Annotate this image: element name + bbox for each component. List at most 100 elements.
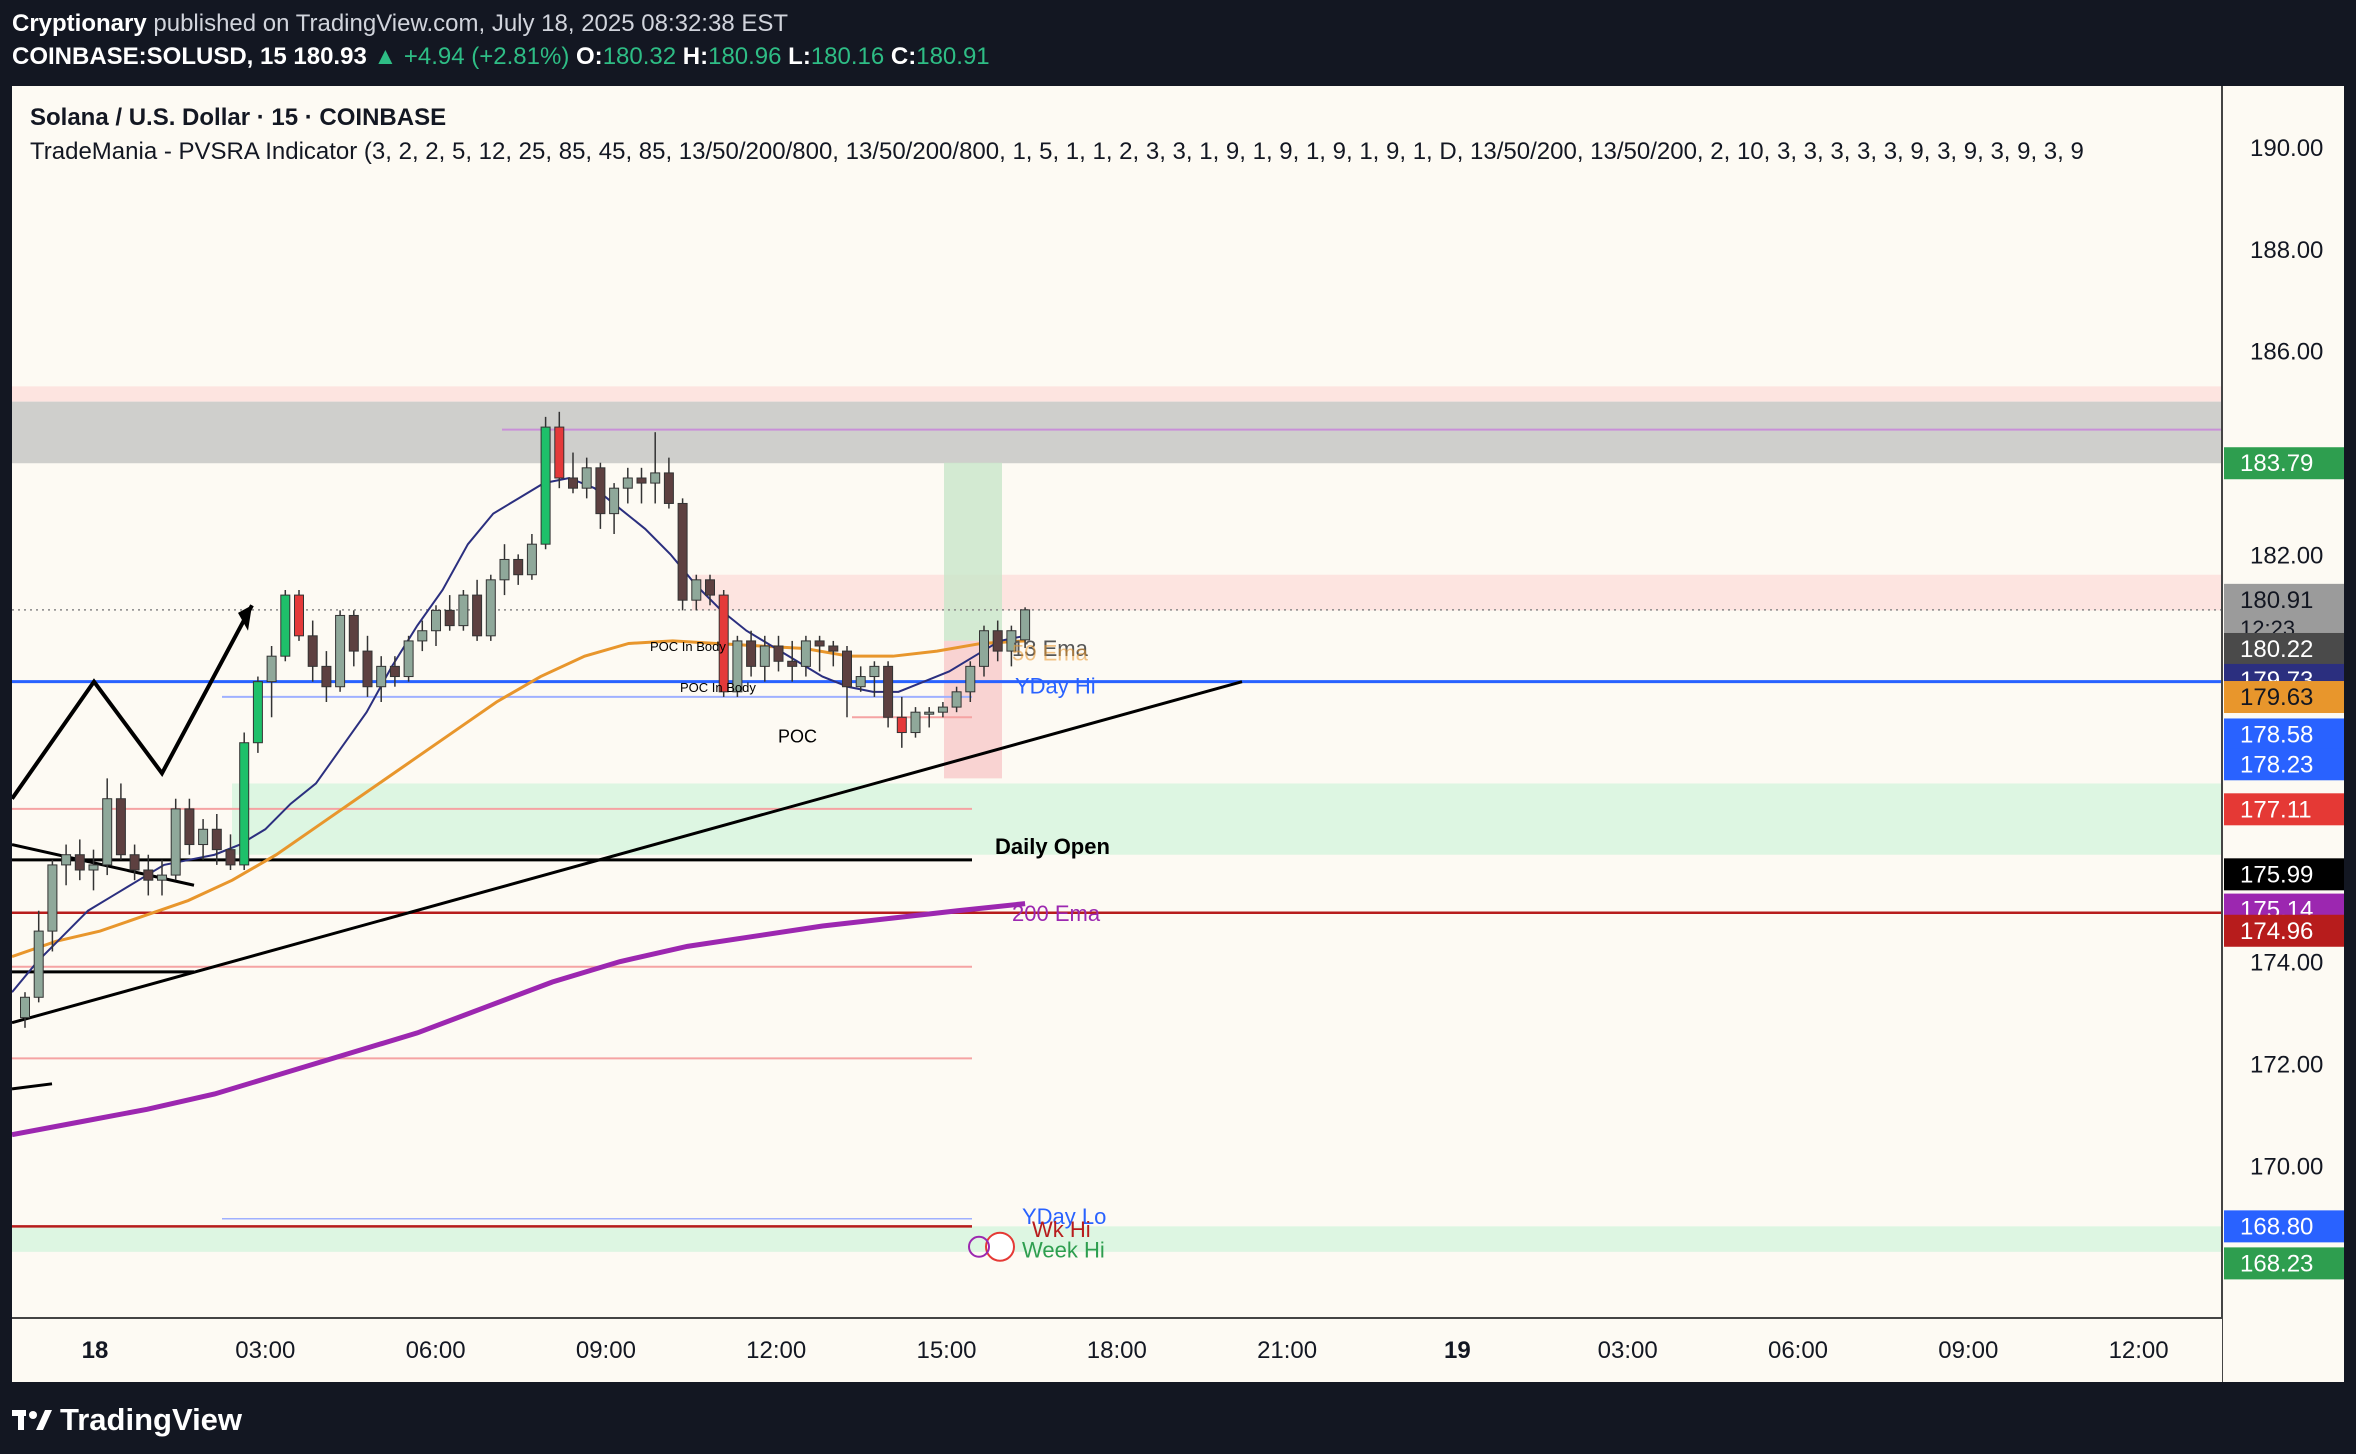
candle xyxy=(485,574,496,641)
candle-body xyxy=(143,869,154,881)
resistance-zone-mid xyxy=(692,574,2222,611)
candle xyxy=(211,814,222,865)
open-label: O: xyxy=(576,43,603,70)
candle-body xyxy=(33,930,44,998)
candle xyxy=(1020,607,1031,649)
time-tick-label: 21:00 xyxy=(1257,1337,1317,1364)
candle xyxy=(33,910,44,1003)
wk-hi-label: Wk Hi xyxy=(1032,1217,1091,1242)
candle xyxy=(677,498,688,611)
candle xyxy=(472,579,483,641)
candle xyxy=(362,635,373,697)
candle-body xyxy=(759,645,770,667)
candle-body xyxy=(102,798,113,866)
candle-body xyxy=(705,579,715,596)
candle xyxy=(431,605,441,646)
candle xyxy=(266,646,277,718)
ema-13-label: 13 Ema xyxy=(1012,636,1089,661)
ema-13-line xyxy=(12,476,1026,993)
candle-body xyxy=(718,594,729,693)
demand-zone xyxy=(232,783,2222,855)
candle-body xyxy=(335,614,346,688)
candle xyxy=(800,635,811,677)
candle xyxy=(61,844,72,886)
candle xyxy=(910,707,921,738)
candle-body xyxy=(184,808,195,846)
price-tag-bg xyxy=(2224,914,2344,947)
candle xyxy=(705,574,715,606)
candle-body xyxy=(431,609,441,632)
candle-body xyxy=(554,426,565,479)
time-tick-label: 15:00 xyxy=(916,1337,976,1364)
arrow-head xyxy=(238,605,252,631)
event-icon xyxy=(968,1235,990,1258)
candle-body xyxy=(595,467,606,515)
poc-in-body-label: POC In Body xyxy=(650,639,726,654)
candle xyxy=(102,778,113,876)
price-tag-bg xyxy=(2224,681,2344,714)
candle-body xyxy=(444,609,455,627)
ema-200-line xyxy=(12,901,1026,1138)
candle-body xyxy=(239,742,250,866)
candle xyxy=(759,635,770,682)
candle xyxy=(20,992,30,1028)
candle-body xyxy=(88,864,99,871)
price-level-tag: 168.23 xyxy=(2224,1247,2344,1280)
candle xyxy=(403,635,414,682)
publisher-name[interactable]: Cryptionary xyxy=(12,10,147,37)
candle-body xyxy=(965,665,976,693)
price-tick-label: 174.00 xyxy=(2250,950,2323,977)
price-tag-value: 178.58 xyxy=(2240,721,2313,748)
candle xyxy=(115,783,126,860)
price-tag-value: 177.11 xyxy=(2240,796,2312,823)
price-tick-label: 186.00 xyxy=(2250,339,2323,366)
candle-body xyxy=(869,665,880,678)
high-value: 180.96 xyxy=(708,43,782,70)
time-tick-label: 12:00 xyxy=(746,1337,806,1364)
price-tag-value: 180.91 xyxy=(2240,587,2313,614)
candle-body xyxy=(321,665,332,688)
indicator-legend[interactable]: TradeMania - PVSRA Indicator (3, 2, 2, 5… xyxy=(30,138,2084,165)
candle-body xyxy=(307,635,318,667)
candle-body xyxy=(636,477,647,484)
candle xyxy=(732,635,743,697)
candle xyxy=(663,457,674,509)
candle-body xyxy=(924,711,935,715)
time-tick-label: 09:00 xyxy=(576,1337,636,1364)
candle xyxy=(581,457,592,499)
candle xyxy=(568,452,578,494)
chart-area[interactable]: 13 Ema 50 Ema 200 Ema YDay Hi YDay Lo Wk Hi We… xyxy=(12,86,2344,1382)
tradingview-logo[interactable]: TradingView xyxy=(12,1402,242,1438)
poc-in-body-label: POC In Body xyxy=(680,680,756,695)
candle-body xyxy=(800,640,811,667)
candle-body xyxy=(773,645,784,662)
poc-label: POC xyxy=(778,727,817,747)
close-value: 180.91 xyxy=(916,43,990,70)
chart-legend-title[interactable]: Solana / U.S. Dollar · 15 · COINBASE xyxy=(30,104,447,131)
candle xyxy=(787,640,798,682)
candle-body xyxy=(198,828,209,846)
price-level-tag: 174.96 xyxy=(2224,914,2344,947)
price-tag-bg xyxy=(2224,748,2344,781)
ema-50-line xyxy=(12,639,1026,958)
candle xyxy=(88,849,99,891)
time-tick-label: 09:00 xyxy=(1938,1337,1998,1364)
candle xyxy=(280,590,291,662)
symbol-line: COINBASE:SOLUSD, 15 180.93 ▲ +4.94 (+2.8… xyxy=(12,43,990,71)
candle-body xyxy=(389,665,400,678)
publisher-line: Cryptionary published on TradingView.com… xyxy=(12,10,788,38)
price-level-tag: 178.58 xyxy=(2224,718,2344,751)
candle-body xyxy=(362,650,373,688)
candle-body xyxy=(417,630,428,642)
candle-body xyxy=(526,543,537,576)
candle-body xyxy=(677,502,688,601)
candle-body xyxy=(266,655,277,683)
price-tag-bg xyxy=(2224,858,2344,891)
candle xyxy=(376,656,387,702)
candle xyxy=(869,661,880,697)
candle xyxy=(773,635,784,672)
price-level-tag: 179.63 xyxy=(2224,681,2344,714)
candle-body xyxy=(828,645,839,652)
candle-body xyxy=(47,864,58,932)
